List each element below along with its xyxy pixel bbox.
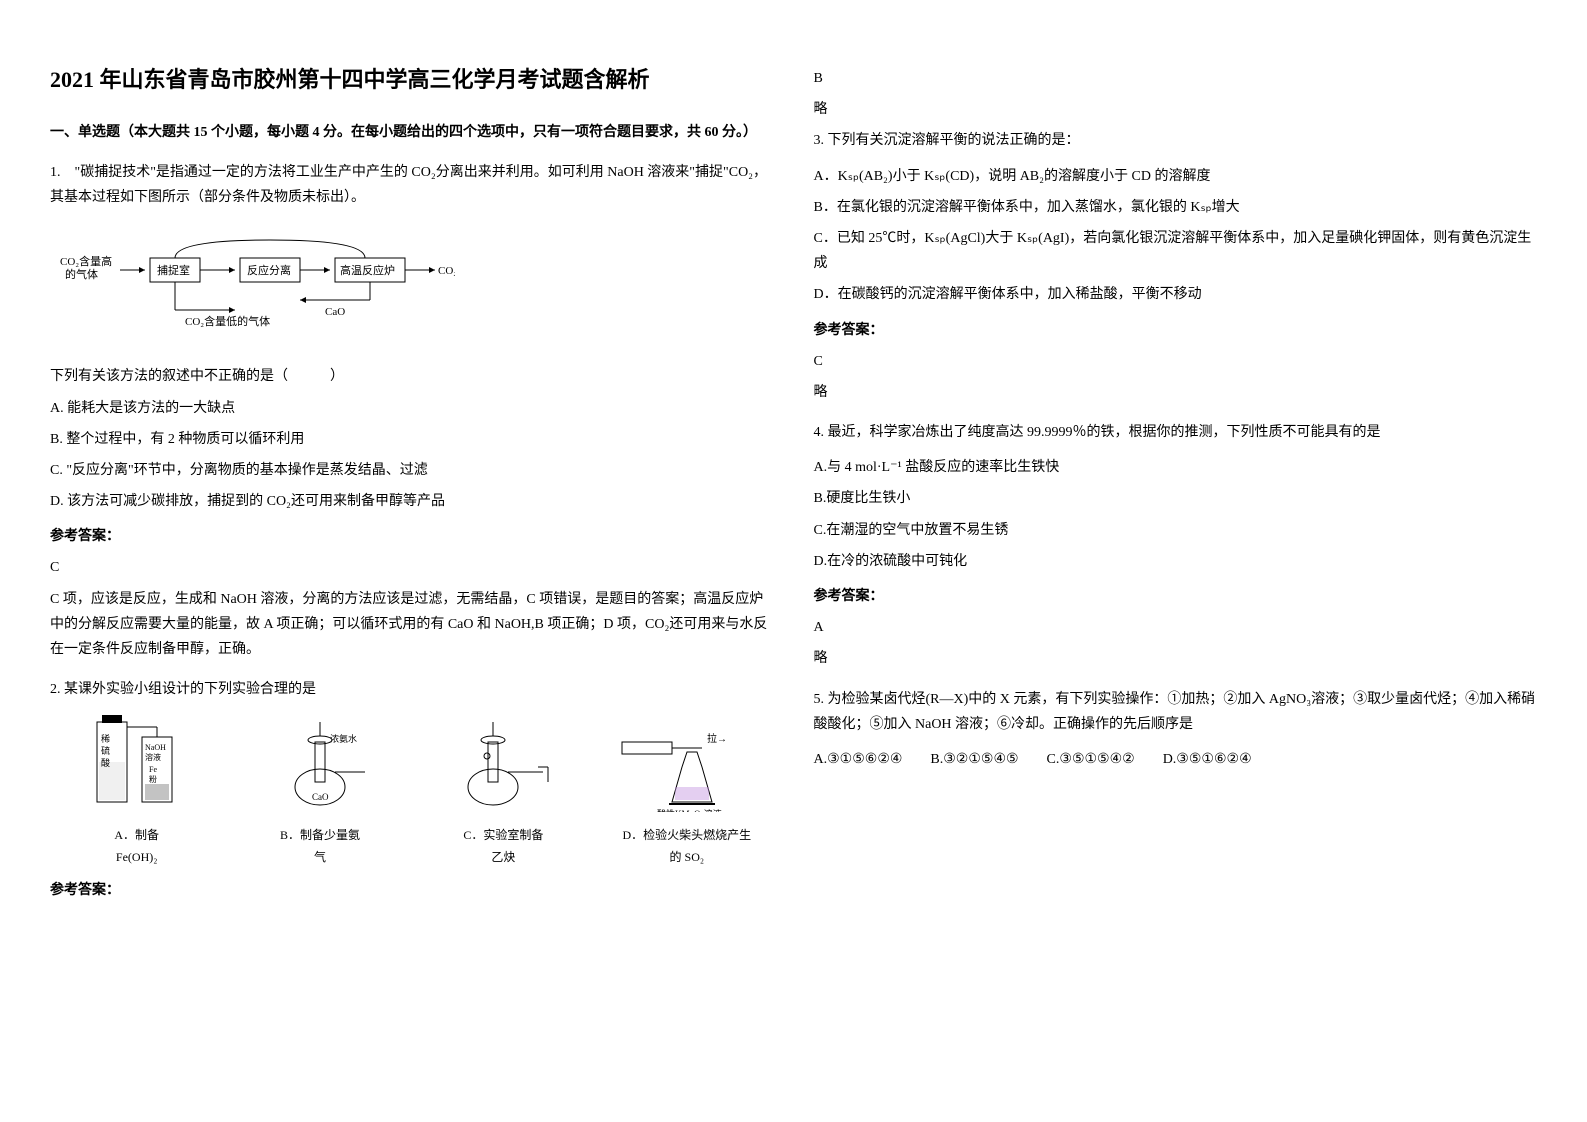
- q1-text: 1. "碳捕捉技术"是指通过一定的方法将工业生产中产生的 CO₂分离出来并利用。…: [50, 160, 774, 210]
- exp-a-svg: 稀 硫 酸 NaOH 溶液 Fe 粉: [87, 712, 187, 812]
- q2-brief: 略: [814, 97, 1538, 122]
- q4-opt-b: B.硬度比生铁小: [814, 486, 1538, 511]
- q3-ans-label: 参考答案：: [814, 318, 1538, 343]
- question-1: 1. "碳捕捉技术"是指通过一定的方法将工业生产中产生的 CO₂分离出来并利用。…: [50, 160, 774, 662]
- q1-ans-label: 参考答案：: [50, 524, 774, 549]
- q3-opt-c: C．已知 25℃时，Kₛₚ(AgCl)大于 Kₛₚ(AgI)，若向氯化银沉淀溶解…: [814, 226, 1538, 276]
- q1-explain: C 项，应该是反应，生成和 NaOH 溶液，分离的方法应该是过滤，无需结晶，C …: [50, 587, 774, 663]
- q2-ans: B: [814, 66, 1538, 91]
- svg-text:Fe: Fe: [149, 765, 157, 774]
- page-title: 2021 年山东省青岛市胶州第十四中学高三化学月考试题含解析: [50, 60, 774, 100]
- flow-chart-svg: CO₂含量高 的气体 捕捉室 反应分离 高温反应炉 CO₂ CO₂含量低的气体 …: [55, 230, 455, 330]
- q1-opt-a: A. 能耗大是该方法的一大缺点: [50, 396, 774, 421]
- exp-c-svg: [453, 712, 553, 812]
- q4-opt-a: A.与 4 mol·L⁻¹ 盐酸反应的速率比生铁快: [814, 455, 1538, 480]
- flow-box-capture: 捕捉室: [157, 263, 190, 277]
- question-3: 3. 下列有关沉淀溶解平衡的说法正确的是： A．Kₛₚ(AB₂)小于 Kₛₚ(C…: [814, 128, 1538, 405]
- svg-text:NaOH: NaOH: [145, 743, 166, 752]
- exp-c: C．实验室制备 乙炔: [417, 712, 590, 868]
- exp-b: 浓氨水 CaO B．制备少量氨 气: [233, 712, 406, 868]
- right-column: B 略 3. 下列有关沉淀溶解平衡的说法正确的是： A．Kₛₚ(AB₂)小于 K…: [814, 60, 1538, 1062]
- q3-opt-d: D．在碳酸钙的沉淀溶解平衡体系中，加入稀盐酸，平衡不移动: [814, 282, 1538, 307]
- exp-b-label-1: B．制备少量氨: [233, 825, 406, 847]
- exp-a-label-1: A．制备: [50, 825, 223, 847]
- q1-opt-c: C. "反应分离"环节中，分离物质的基本操作是蒸发结晶、过滤: [50, 458, 774, 483]
- svg-text:硫: 硫: [101, 745, 110, 756]
- svg-text:酸: 酸: [101, 758, 110, 768]
- svg-text:粉: 粉: [149, 774, 157, 784]
- svg-text:溶液: 溶液: [145, 752, 161, 762]
- q1-opt-b: B. 整个过程中，有 2 种物质可以循环利用: [50, 427, 774, 452]
- flow-input-1: CO₂含量高: [60, 254, 112, 268]
- q1-ans: C: [50, 555, 774, 580]
- q1-prompt: 下列有关该方法的叙述中不正确的是（ ）: [50, 364, 774, 389]
- flow-out: CO₂: [438, 265, 455, 277]
- exp-b-svg: 浓氨水 CaO: [270, 712, 370, 812]
- q3-ans: C: [814, 349, 1538, 374]
- q3-opt-b: B．在氯化银的沉淀溶解平衡体系中，加入蒸馏水，氯化银的 Kₛₚ增大: [814, 195, 1538, 220]
- q2-experiments: 稀 硫 酸 NaOH 溶液 Fe 粉 A．制备 Fe(OH)₂: [50, 712, 774, 868]
- question-4: 4. 最近，科学家冶炼出了纯度高达 99.9999％的铁，根据你的推测，下列性质…: [814, 420, 1538, 672]
- q1-opt-d: D. 该方法可减少碳排放，捕捉到的 CO₂还可用来制备甲醇等产品: [50, 489, 774, 514]
- exp-d-label-2: 的 SO₂: [600, 847, 773, 869]
- svg-text:浓氨水: 浓氨水: [330, 733, 357, 744]
- left-column: 2021 年山东省青岛市胶州第十四中学高三化学月考试题含解析 一、单选题（本大题…: [50, 60, 774, 1062]
- exp-c-label-2: 乙炔: [417, 847, 590, 869]
- q4-opt-d: D.在冷的浓硫酸中可钝化: [814, 549, 1538, 574]
- svg-text:稀: 稀: [101, 733, 110, 744]
- flow-cao: CaO: [325, 306, 345, 318]
- svg-text:酸性KMnO₄溶液: 酸性KMnO₄溶液: [657, 808, 722, 812]
- exp-b-label-2: 气: [233, 847, 406, 869]
- exp-d: 拉→ 酸性KMnO₄溶液 D．检验火柴头燃烧产生 的 SO₂: [600, 712, 773, 868]
- section-header: 一、单选题（本大题共 15 个小题，每小题 4 分。在每小题给出的四个选项中，只…: [50, 120, 774, 145]
- flow-box-sep: 反应分离: [247, 263, 291, 277]
- q4-text: 4. 最近，科学家冶炼出了纯度高达 99.9999％的铁，根据你的推测，下列性质…: [814, 420, 1538, 445]
- q5-text: 5. 为检验某卤代烃(R—X)中的 X 元素，有下列实验操作：①加热；②加入 A…: [814, 687, 1538, 737]
- q5-opts: A.③①⑤⑥②④ B.③②①⑤④⑤ C.③⑤①⑤④② D.③⑤①⑥②④: [814, 747, 1538, 772]
- q3-text: 3. 下列有关沉淀溶解平衡的说法正确的是：: [814, 128, 1538, 153]
- flow-box-furnace: 高温反应炉: [340, 263, 395, 277]
- exp-d-label-1: D．检验火柴头燃烧产生: [600, 825, 773, 847]
- q2-text: 2. 某课外实验小组设计的下列实验合理的是: [50, 677, 774, 702]
- exp-a-label-2: Fe(OH)₂: [50, 847, 223, 869]
- exp-a: 稀 硫 酸 NaOH 溶液 Fe 粉 A．制备 Fe(OH)₂: [50, 712, 223, 868]
- question-5: 5. 为检验某卤代烃(R—X)中的 X 元素，有下列实验操作：①加热；②加入 A…: [814, 687, 1538, 773]
- q1-diagram: CO₂含量高 的气体 捕捉室 反应分离 高温反应炉 CO₂ CO₂含量低的气体 …: [50, 225, 774, 349]
- exp-d-svg: 拉→ 酸性KMnO₄溶液: [617, 712, 757, 812]
- q3-opt-a: A．Kₛₚ(AB₂)小于 Kₛₚ(CD)，说明 AB₂的溶解度小于 CD 的溶解…: [814, 164, 1538, 189]
- q4-ans: A: [814, 615, 1538, 640]
- flow-input-2: 的气体: [65, 267, 98, 281]
- q2-ans-label: 参考答案：: [50, 878, 774, 903]
- flow-bottom: CO₂含量低的气体: [185, 314, 270, 328]
- svg-text:CaO: CaO: [312, 792, 329, 802]
- q4-ans-label: 参考答案：: [814, 584, 1538, 609]
- exp-c-label-1: C．实验室制备: [417, 825, 590, 847]
- q3-brief: 略: [814, 380, 1538, 405]
- q4-opt-c: C.在潮湿的空气中放置不易生锈: [814, 518, 1538, 543]
- question-2: 2. 某课外实验小组设计的下列实验合理的是 稀 硫 酸 NaOH 溶液 Fe 粉: [50, 677, 774, 903]
- svg-text:拉→: 拉→: [707, 732, 727, 745]
- q4-brief: 略: [814, 646, 1538, 671]
